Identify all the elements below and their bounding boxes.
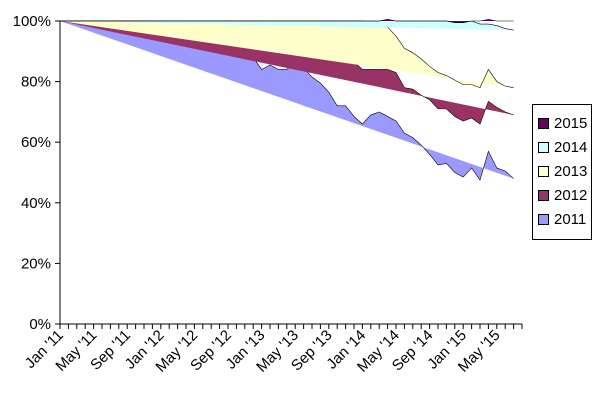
legend-swatch-2012 <box>538 189 549 201</box>
y-tick-labels: 0% 20% 40% 60% 80% 100% <box>13 13 60 333</box>
legend-item-2013: 2013 <box>538 163 587 181</box>
legend-label-2013: 2013 <box>554 163 588 180</box>
area-series-2015 <box>60 19 514 23</box>
legend-label-2012: 2012 <box>554 187 588 204</box>
y-tick-label: 100% <box>13 13 51 30</box>
area-series-group <box>60 19 514 181</box>
legend: 2015 2014 2013 2012 2011 <box>532 104 592 240</box>
y-tick-label: 60% <box>21 134 51 151</box>
legend-label-2015: 2015 <box>554 115 588 132</box>
legend-swatch-2014 <box>538 141 549 153</box>
y-tick-label: 0% <box>29 316 51 333</box>
y-tick-label: 40% <box>21 195 51 212</box>
legend-swatch-2011 <box>538 213 549 225</box>
legend-item-2014: 2014 <box>538 139 587 157</box>
legend-label-2014: 2014 <box>554 139 588 156</box>
legend-label-2011: 2011 <box>554 211 587 228</box>
legend-item-2012: 2012 <box>538 187 587 205</box>
legend-item-2011: 2011 <box>538 211 586 229</box>
legend-swatch-2015 <box>538 117 549 129</box>
y-tick-label: 20% <box>21 255 51 272</box>
legend-item-2015: 2015 <box>538 115 587 133</box>
legend-swatch-2013 <box>538 165 549 177</box>
y-tick-label: 80% <box>21 74 51 91</box>
axes-group <box>59 21 522 325</box>
